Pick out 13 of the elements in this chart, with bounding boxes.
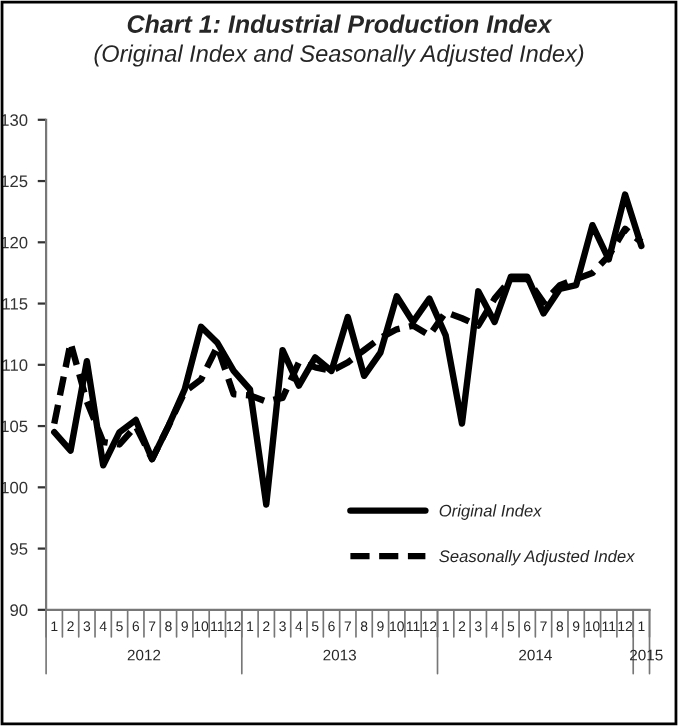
y-tick-label: 90	[10, 604, 28, 617]
y-tick-label: 130	[1, 114, 28, 126]
y-tick-label: 115	[2, 298, 28, 310]
legend-label: Seasonally Adjusted Index	[439, 549, 636, 566]
y-tick-label: 125	[1, 175, 28, 188]
y-tick-label: 95	[10, 542, 28, 555]
y-tick-label: 105	[1, 420, 28, 433]
y-tick-label: 110	[2, 359, 28, 372]
y-tick-label: 120	[1, 236, 28, 249]
chart-subtitle: (Original Index and Seasonally Adjusted Index)	[94, 44, 584, 67]
legend-label: Original Index	[439, 504, 543, 520]
y-tick-label: 100	[1, 481, 28, 494]
chart-title: Chart 1: Industrial Production Index	[127, 14, 553, 33]
